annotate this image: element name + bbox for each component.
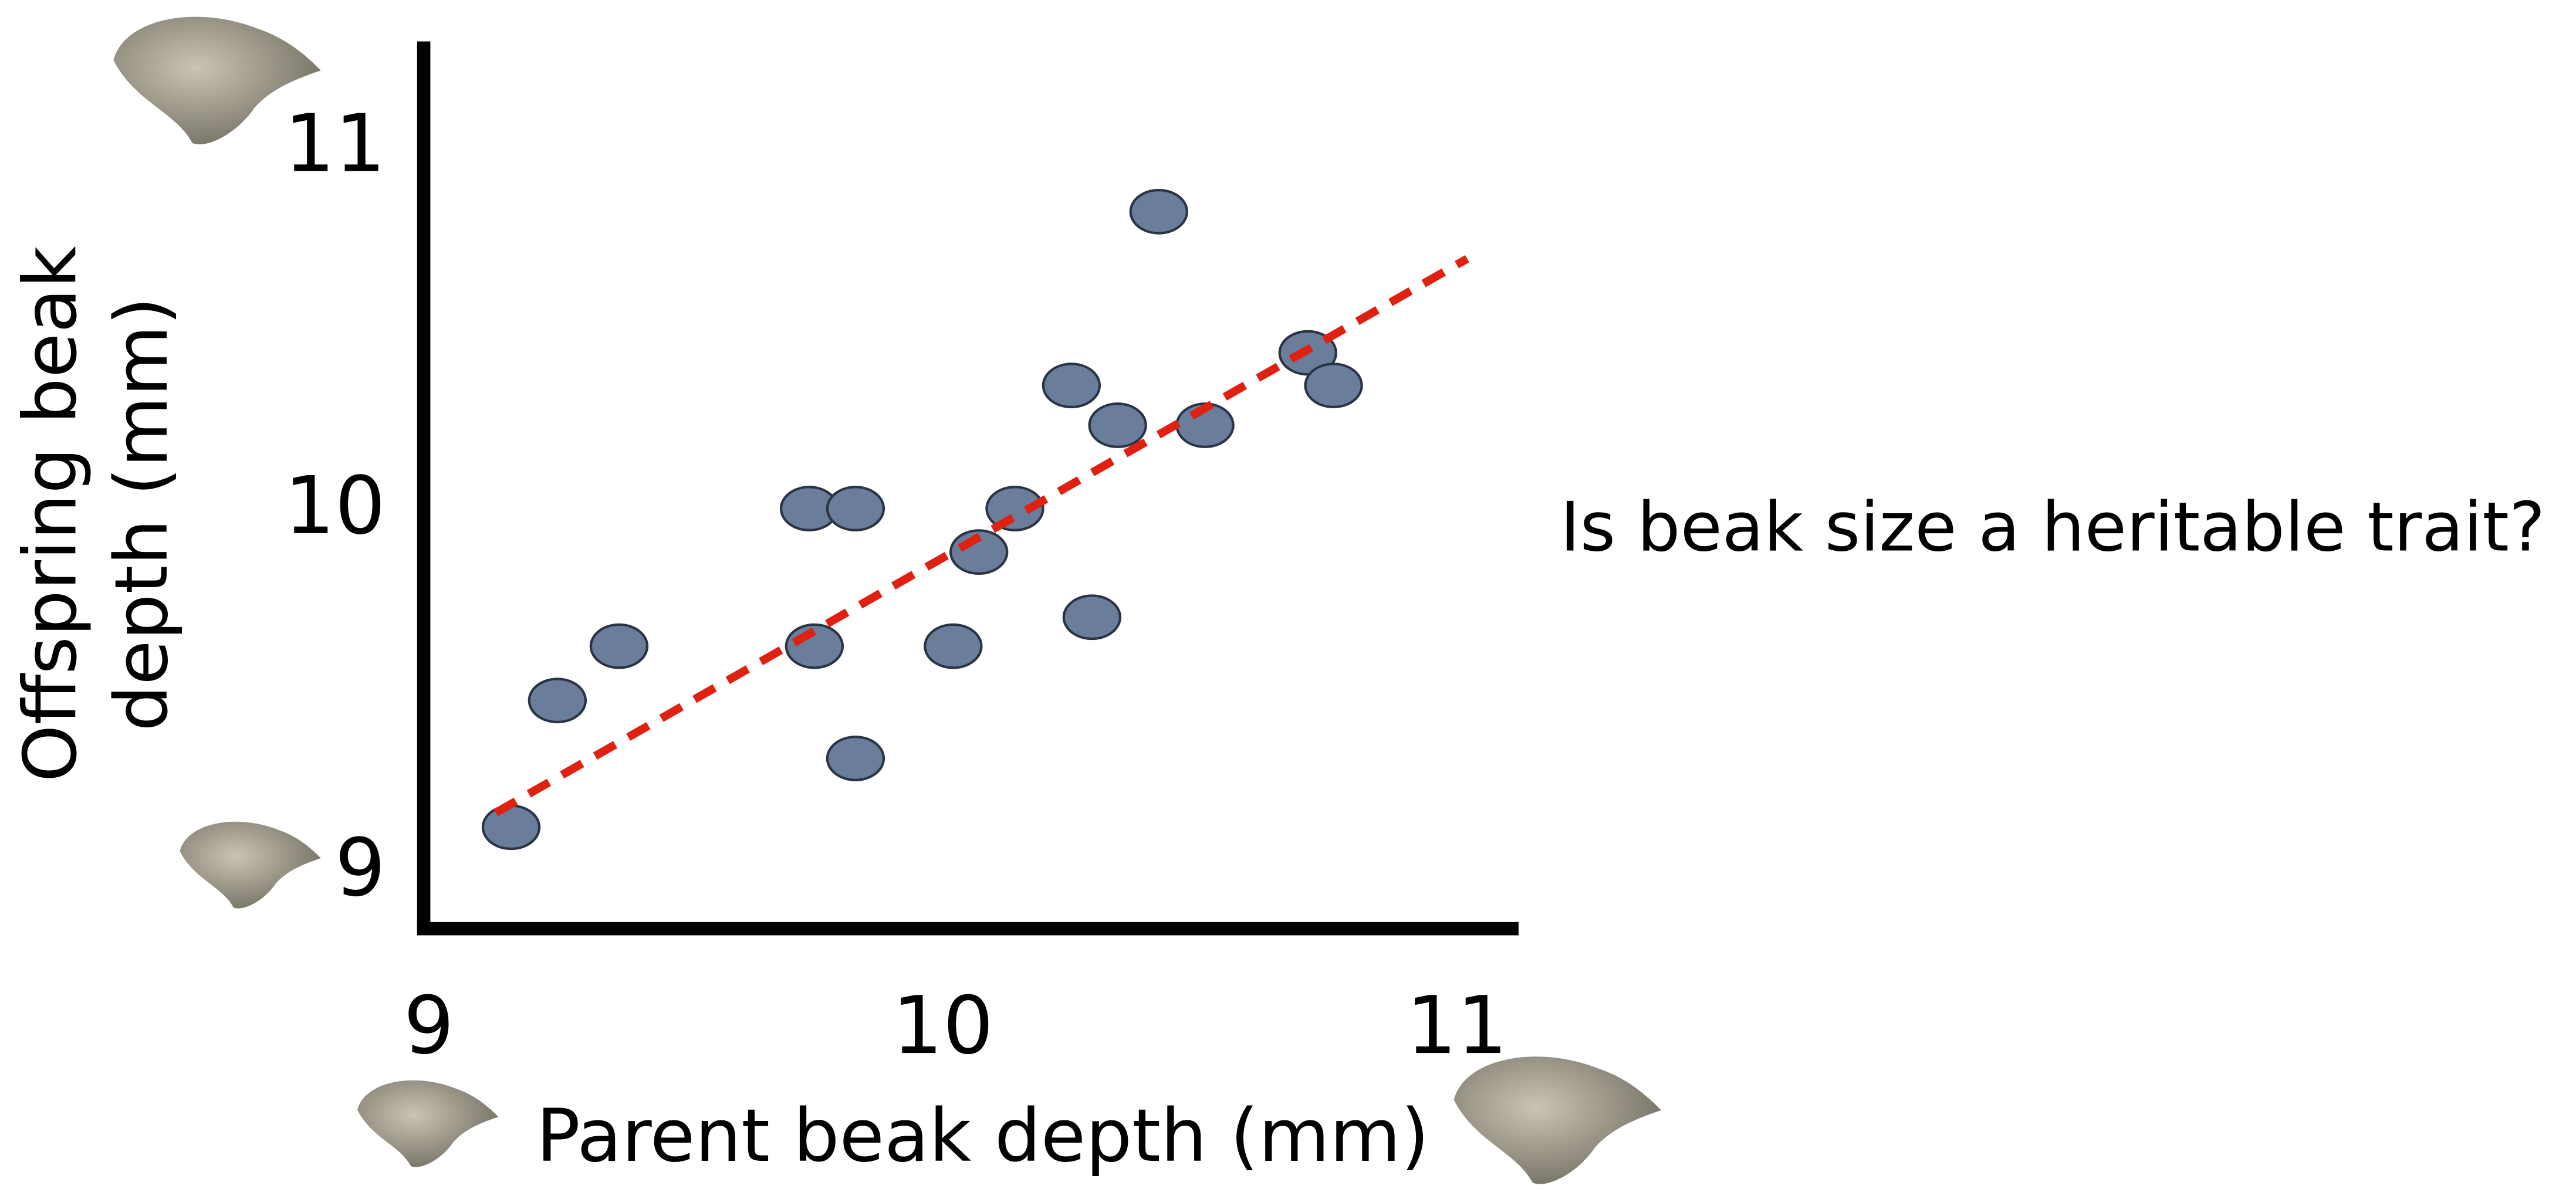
x-tick-label: 9 bbox=[404, 980, 454, 1072]
data-point bbox=[826, 736, 885, 781]
x-axis-label: Parent beak depth (mm) bbox=[536, 1094, 1429, 1178]
data-point bbox=[1062, 594, 1122, 641]
y-tick-label: 11 bbox=[284, 98, 386, 191]
data-point bbox=[1129, 188, 1188, 235]
data-point bbox=[1042, 363, 1101, 409]
data-point bbox=[589, 623, 649, 669]
data-point bbox=[985, 486, 1044, 531]
y-axis-label: Offspring beak bbox=[8, 246, 93, 782]
x-tick-label: 10 bbox=[893, 980, 994, 1072]
finch-head-icon bbox=[180, 821, 321, 909]
data-point bbox=[528, 678, 587, 724]
data-point bbox=[481, 804, 541, 851]
data-point bbox=[1088, 402, 1147, 448]
trend-line bbox=[493, 255, 1469, 817]
annotation: Is beak size a heritable trait? bbox=[1560, 488, 2545, 567]
data-point bbox=[826, 486, 885, 531]
data-point bbox=[785, 623, 844, 669]
y-tick-label: 9 bbox=[335, 822, 386, 914]
y-axis-label: depth (mm) bbox=[100, 297, 184, 731]
finch-head-icon bbox=[113, 16, 321, 145]
finch-head-icon bbox=[357, 1080, 499, 1167]
x-tick-label: 11 bbox=[1407, 980, 1508, 1072]
data-point bbox=[924, 623, 983, 669]
y-tick-label: 10 bbox=[284, 460, 386, 553]
data-point bbox=[1304, 363, 1363, 409]
finch-head-icon bbox=[1453, 1056, 1662, 1184]
